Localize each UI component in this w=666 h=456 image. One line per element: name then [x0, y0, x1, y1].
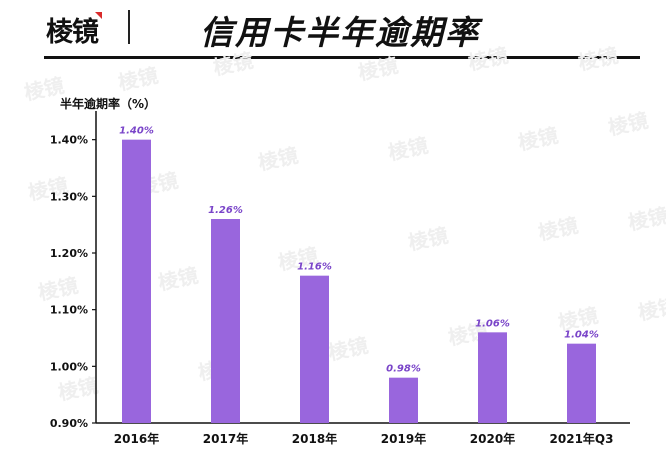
watermark-text: 棱镜 [606, 108, 650, 140]
watermark-text: 棱镜 [36, 273, 80, 305]
x-tick-label: 2021年Q3 [550, 431, 614, 446]
watermark-text: 棱镜 [636, 293, 666, 325]
bar [122, 139, 151, 423]
x-tick-label: 2018年 [292, 431, 337, 446]
title-rule [44, 56, 640, 59]
bar [567, 343, 596, 423]
x-tick-label: 2020年 [470, 431, 515, 446]
y-tick-label: 1.00% [50, 360, 88, 373]
x-tick-label: 2019年 [381, 431, 426, 446]
logo: 棱镜 [46, 10, 102, 49]
watermark-text: 棱镜 [516, 123, 560, 155]
x-tick-label: 2016年 [114, 431, 159, 446]
y-axis-label: 半年逾期率（%） [60, 96, 156, 111]
header-divider [128, 10, 130, 44]
watermark-text: 棱镜 [56, 373, 100, 405]
y-tick-label: 1.10% [50, 304, 88, 317]
bar-data-label: 0.98% [386, 364, 421, 375]
watermark-text: 棱镜 [326, 333, 370, 365]
watermark-text: 棱镜 [626, 203, 666, 235]
watermark-text: 棱镜 [576, 43, 620, 75]
watermark-text: 棱镜 [116, 63, 160, 95]
bar-data-label: 1.40% [119, 126, 154, 137]
logo-accent-icon [95, 12, 102, 19]
x-tick-label: 2017年 [203, 431, 248, 446]
watermark-text: 棱镜 [536, 213, 580, 245]
watermark-text: 棱镜 [406, 223, 450, 255]
watermark-text: 棱镜 [211, 48, 255, 80]
watermark-text: 棱镜 [156, 263, 200, 295]
bar-data-label: 1.26% [208, 205, 243, 216]
watermark-text: 棱镜 [256, 143, 300, 175]
bar-data-label: 1.16% [297, 262, 332, 273]
bar-data-label: 1.04% [564, 330, 599, 341]
watermark-text: 棱镜 [356, 53, 400, 85]
logo-text: 棱镜 [46, 17, 99, 48]
bar [478, 332, 507, 423]
bar [211, 219, 240, 423]
watermark-text: 棱镜 [466, 43, 510, 75]
y-tick-label: 1.40% [50, 134, 88, 147]
y-tick-label: 1.20% [50, 247, 88, 260]
page-title: 信用卡半年逾期率 [200, 13, 480, 52]
y-tick-label: 1.30% [50, 190, 88, 203]
header: 棱镜 信用卡半年逾期率 [0, 0, 666, 59]
bar-data-label: 1.06% [475, 318, 510, 329]
y-tick-label: 0.90% [50, 417, 88, 430]
bar [389, 377, 418, 423]
bar [300, 275, 329, 423]
watermark-text: 棱镜 [386, 133, 430, 165]
